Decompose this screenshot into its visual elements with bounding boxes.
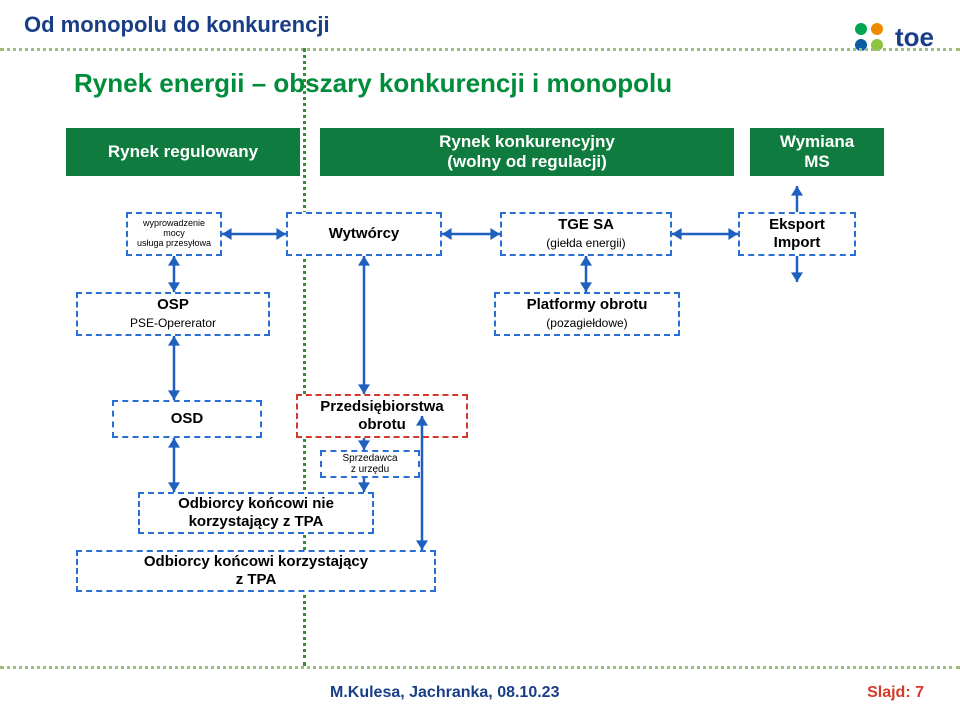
- node-tge-sub: (giełda energii): [546, 236, 625, 250]
- node-wytworcy: Wytwórcy: [286, 212, 442, 256]
- node-eksport: EksportImport: [738, 212, 856, 256]
- page-title: Od monopolu do konkurencji: [24, 12, 330, 38]
- node-osd-label: OSD: [171, 410, 204, 428]
- node-wyprowadzenie: wyprowadzeniemocyusługa przesyłowa: [126, 212, 222, 256]
- header-regulowany: Rynek regulowany: [66, 128, 300, 176]
- node-tge: TGE SA (giełda energii): [500, 212, 672, 256]
- node-tge-title: TGE SA: [558, 216, 614, 233]
- diagram: Rynek regulowany Rynek konkurencyjny(wol…: [0, 120, 960, 650]
- node-sprzedawca: Sprzedawcaz urzędu: [320, 450, 420, 478]
- node-wytworcy-label: Wytwórcy: [329, 225, 400, 243]
- node-platformy-sub: (pozagiełdowe): [546, 316, 627, 330]
- node-przedsiebiorstwa: Przedsiębiorstwaobrotu: [296, 394, 468, 438]
- node-odbiorcy-nie-tpa: Odbiorcy końcowi niekorzystający z TPA: [138, 492, 374, 534]
- header-konkurencyjny: Rynek konkurencyjny(wolny od regulacji): [320, 128, 734, 176]
- divider-top: [0, 48, 960, 51]
- node-platformy: Platformy obrotu (pozagiełdowe): [494, 292, 680, 336]
- footer-author: M.Kulesa, Jachranka, 08.10.23: [330, 684, 559, 702]
- node-osp-sub: PSE-Opererator: [130, 316, 216, 330]
- node-osd: OSD: [112, 400, 262, 438]
- node-osp: OSP PSE-Opererator: [76, 292, 270, 336]
- node-osp-title: OSP: [157, 296, 189, 313]
- header-wymiana: WymianaMS: [750, 128, 884, 176]
- page-subtitle: Rynek energii – obszary konkurencji i mo…: [74, 68, 672, 99]
- node-platformy-title: Platformy obrotu: [527, 296, 648, 313]
- divider-bottom: [0, 666, 960, 669]
- node-odbiorcy-tpa: Odbiorcy końcowi korzystającyz TPA: [76, 550, 436, 592]
- footer-slide-number: Slajd: 7: [867, 684, 924, 702]
